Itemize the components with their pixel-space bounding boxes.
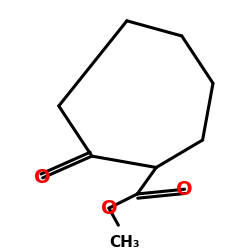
Text: O: O: [100, 199, 117, 218]
Text: CH₃: CH₃: [110, 235, 140, 250]
Text: O: O: [34, 168, 51, 188]
Text: O: O: [176, 180, 193, 199]
